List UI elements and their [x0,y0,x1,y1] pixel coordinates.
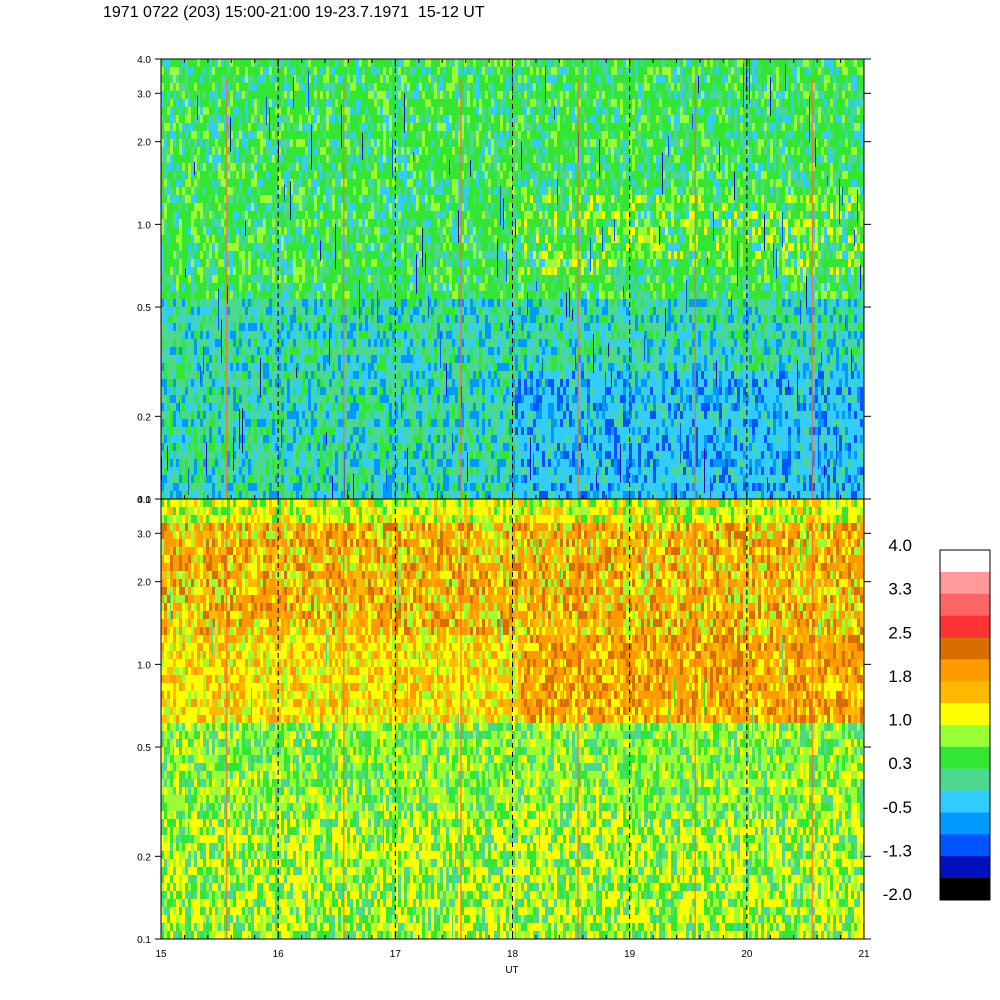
colorbar-swatch [940,725,990,748]
colorbar-label: 3.3 [888,580,912,599]
colorbar-frame [939,549,991,901]
y-tick-label: 0.1 [137,935,151,946]
colorbar-label: 4.0 [888,536,912,555]
colorbar-swatch [940,593,990,617]
y-tick-label: 4.0 [137,55,151,66]
chart-title: 1971 0722 (203) 15:00-21:00 19-23.7.1971… [103,4,485,22]
x-tick-label: 15 [155,949,167,960]
colorbar-swatch [940,834,990,857]
colorbar-labels: 4.0 3.3 2.5 1.8 1.0 0.3 -0.5 -1.3 -2.0 [883,536,912,904]
y-axis-ticks: 0.10.20.51.02.03.04.00.10.20.51.02.03.04… [137,55,871,946]
x-tick-label: 20 [741,949,753,960]
colorbar-swatch [940,571,990,595]
colorbar-label: 1.0 [888,711,912,730]
colorbar-swatch [940,746,990,770]
colorbar [939,549,991,901]
y-tick-label: 3.0 [137,89,151,100]
x-axis-ticks: 15 16 17 18 19 20 21 [155,59,870,960]
colorbar-swatch [940,856,990,879]
y-tick-label: 0.5 [137,303,151,314]
colorbar-swatch [940,659,990,682]
colorbar-swatch [940,703,990,726]
x-tick-label: 17 [390,949,402,960]
upper-spectrogram-panel [161,59,864,499]
y-tick-label: 1.0 [137,220,151,231]
colorbar-label: 1.8 [888,667,912,686]
y-tick-label: 2.0 [137,578,151,589]
y-tick-label: 1.0 [137,660,151,671]
colorbar-swatch [940,812,990,835]
y-tick-label: 0.2 [137,412,151,423]
x-tick-label: 18 [507,949,519,960]
y-tick-label: 3.0 [137,529,151,540]
colorbar-label: 2.5 [888,623,912,642]
lower-spectrogram-panel [161,499,864,939]
colorbar-label: -1.3 [883,841,912,860]
colorbar-swatch [940,790,990,813]
colorbar-swatch [940,615,990,638]
x-axis-label: UT [505,965,518,976]
colorbar-label: -2.0 [883,885,912,904]
y-tick-label: 0.1 [137,495,151,506]
colorbar-swatch [940,681,990,704]
hour-divider-lines [277,59,748,939]
colorbar-label: -0.5 [883,798,912,817]
y-tick-label: 0.5 [137,743,151,754]
y-tick-label: 4.0 [137,495,151,506]
colorbar-swatch [940,768,990,792]
y-tick-label: 0.2 [137,852,151,863]
colorbar-swatch [940,637,990,660]
y-tick-label: 2.0 [137,138,151,149]
x-tick-label: 21 [858,949,870,960]
colorbar-label: 0.3 [888,754,912,773]
colorbar-swatch [940,550,990,573]
x-tick-label: 16 [273,949,285,960]
colorbar-swatch [940,878,990,901]
x-tick-label: 19 [624,949,636,960]
